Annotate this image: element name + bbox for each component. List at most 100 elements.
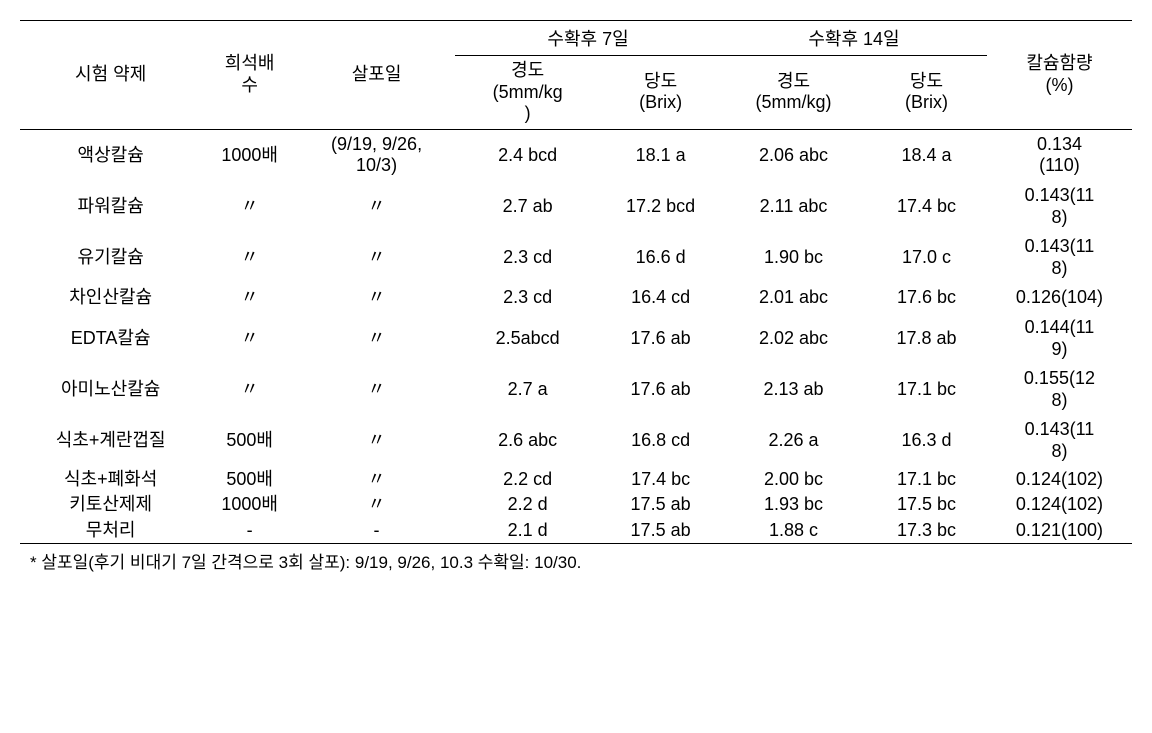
cell-agent: EDTA칼슘	[20, 313, 201, 364]
cell-calcium: 0.126(104)	[987, 283, 1132, 313]
cell-hardness-7: 2.7 ab	[455, 181, 600, 232]
cell-hardness-7: 2.2 cd	[455, 467, 600, 493]
cell-hardness-7: 2.3 cd	[455, 232, 600, 283]
cell-dilution: 〃	[201, 364, 298, 415]
table-row: 유기칼슘〃〃2.3 cd16.6 d1.90 bc17.0 c0.143(118…	[20, 232, 1132, 283]
cell-brix-7: 17.6 ab	[600, 364, 721, 415]
header-spray-date: 살포일	[298, 21, 455, 130]
cell-dilution: 1000배	[201, 492, 298, 518]
cell-hardness-7: 2.4 bcd	[455, 129, 600, 181]
cell-spray: -	[298, 518, 455, 544]
cell-calcium: 0.155(128)	[987, 364, 1132, 415]
table-row: 액상칼슘1000배(9/19, 9/26,10/3)2.4 bcd18.1 a2…	[20, 129, 1132, 181]
cell-dilution: 〃	[201, 313, 298, 364]
cell-brix-7: 17.2 bcd	[600, 181, 721, 232]
cell-calcium: 0.124(102)	[987, 492, 1132, 518]
header-agent: 시험 약제	[20, 21, 201, 130]
cell-brix-7: 17.5 ab	[600, 518, 721, 544]
header-group-7day: 수확후 7일	[455, 21, 721, 56]
cell-hardness-7: 2.1 d	[455, 518, 600, 544]
cell-hardness-14: 1.88 c	[721, 518, 866, 544]
cell-hardness-14: 1.90 bc	[721, 232, 866, 283]
cell-agent: 키토산제제	[20, 492, 201, 518]
table-row: 아미노산칼슘〃〃2.7 a17.6 ab2.13 ab17.1 bc0.155(…	[20, 364, 1132, 415]
cell-brix-14: 17.0 c	[866, 232, 987, 283]
cell-agent: 액상칼슘	[20, 129, 201, 181]
cell-brix-7: 16.4 cd	[600, 283, 721, 313]
cell-brix-14: 17.3 bc	[866, 518, 987, 544]
cell-hardness-7: 2.2 d	[455, 492, 600, 518]
table-footnote: * 살포일(후기 비대기 7일 간격으로 3회 살포): 9/19, 9/26,…	[20, 548, 1132, 573]
cell-spray: 〃	[298, 492, 455, 518]
cell-calcium: 0.143(118)	[987, 232, 1132, 283]
cell-dilution: 〃	[201, 283, 298, 313]
cell-hardness-14: 2.26 a	[721, 415, 866, 466]
header-hardness-14: 경도(5mm/kg)	[721, 56, 866, 130]
cell-spray: 〃	[298, 467, 455, 493]
cell-hardness-7: 2.6 abc	[455, 415, 600, 466]
cell-brix-14: 17.1 bc	[866, 364, 987, 415]
cell-hardness-14: 2.02 abc	[721, 313, 866, 364]
cell-hardness-7: 2.5abcd	[455, 313, 600, 364]
cell-dilution: 〃	[201, 232, 298, 283]
cell-agent: 식초+폐화석	[20, 467, 201, 493]
cell-brix-14: 17.1 bc	[866, 467, 987, 493]
cell-hardness-7: 2.7 a	[455, 364, 600, 415]
cell-agent: 유기칼슘	[20, 232, 201, 283]
cell-hardness-14: 2.01 abc	[721, 283, 866, 313]
cell-brix-14: 18.4 a	[866, 129, 987, 181]
header-hardness-7: 경도(5mm/kg)	[455, 56, 600, 130]
header-brix-14: 당도(Brix)	[866, 56, 987, 130]
cell-brix-14: 16.3 d	[866, 415, 987, 466]
header-dilution: 희석배수	[201, 21, 298, 130]
cell-brix-14: 17.8 ab	[866, 313, 987, 364]
cell-spray: 〃	[298, 313, 455, 364]
table-body: 액상칼슘1000배(9/19, 9/26,10/3)2.4 bcd18.1 a2…	[20, 129, 1132, 544]
cell-hardness-14: 1.93 bc	[721, 492, 866, 518]
cell-agent: 파워칼슘	[20, 181, 201, 232]
cell-dilution: -	[201, 518, 298, 544]
cell-agent: 아미노산칼슘	[20, 364, 201, 415]
cell-agent: 차인산칼슘	[20, 283, 201, 313]
cell-agent: 무처리	[20, 518, 201, 544]
cell-calcium: 0.124(102)	[987, 467, 1132, 493]
cell-hardness-14: 2.13 ab	[721, 364, 866, 415]
cell-spray: 〃	[298, 283, 455, 313]
cell-dilution: 〃	[201, 181, 298, 232]
table-row: 키토산제제1000배〃2.2 d17.5 ab1.93 bc17.5 bc0.1…	[20, 492, 1132, 518]
cell-spray: 〃	[298, 415, 455, 466]
cell-dilution: 500배	[201, 415, 298, 466]
cell-agent: 식초+계란껍질	[20, 415, 201, 466]
cell-brix-7: 17.6 ab	[600, 313, 721, 364]
header-calcium: 칼슘함량(%)	[987, 21, 1132, 130]
cell-brix-14: 17.4 bc	[866, 181, 987, 232]
table-header: 시험 약제 희석배수 살포일 수확후 7일 수확후 14일 칼슘함량(%) 경도…	[20, 21, 1132, 130]
cell-brix-14: 17.5 bc	[866, 492, 987, 518]
data-table: 시험 약제 희석배수 살포일 수확후 7일 수확후 14일 칼슘함량(%) 경도…	[20, 20, 1132, 544]
table-row: 무처리--2.1 d17.5 ab1.88 c17.3 bc0.121(100)	[20, 518, 1132, 544]
table-row: 차인산칼슘〃〃2.3 cd16.4 cd2.01 abc17.6 bc0.126…	[20, 283, 1132, 313]
cell-spray: 〃	[298, 364, 455, 415]
cell-calcium: 0.134(110)	[987, 129, 1132, 181]
cell-spray: 〃	[298, 232, 455, 283]
cell-brix-7: 17.4 bc	[600, 467, 721, 493]
cell-hardness-7: 2.3 cd	[455, 283, 600, 313]
cell-calcium: 0.143(118)	[987, 181, 1132, 232]
cell-hardness-14: 2.11 abc	[721, 181, 866, 232]
cell-spray: (9/19, 9/26,10/3)	[298, 129, 455, 181]
cell-brix-14: 17.6 bc	[866, 283, 987, 313]
header-group-14day: 수확후 14일	[721, 21, 987, 56]
cell-dilution: 500배	[201, 467, 298, 493]
cell-hardness-14: 2.00 bc	[721, 467, 866, 493]
table-row: EDTA칼슘〃〃2.5abcd17.6 ab2.02 abc17.8 ab0.1…	[20, 313, 1132, 364]
table-row: 파워칼슘〃〃2.7 ab17.2 bcd2.11 abc17.4 bc0.143…	[20, 181, 1132, 232]
table-row: 식초+계란껍질500배〃2.6 abc16.8 cd2.26 a16.3 d0.…	[20, 415, 1132, 466]
header-brix-7: 당도(Brix)	[600, 56, 721, 130]
cell-brix-7: 18.1 a	[600, 129, 721, 181]
table-row: 식초+폐화석500배〃2.2 cd17.4 bc2.00 bc17.1 bc0.…	[20, 467, 1132, 493]
cell-dilution: 1000배	[201, 129, 298, 181]
cell-spray: 〃	[298, 181, 455, 232]
cell-calcium: 0.144(119)	[987, 313, 1132, 364]
cell-hardness-14: 2.06 abc	[721, 129, 866, 181]
cell-brix-7: 16.8 cd	[600, 415, 721, 466]
